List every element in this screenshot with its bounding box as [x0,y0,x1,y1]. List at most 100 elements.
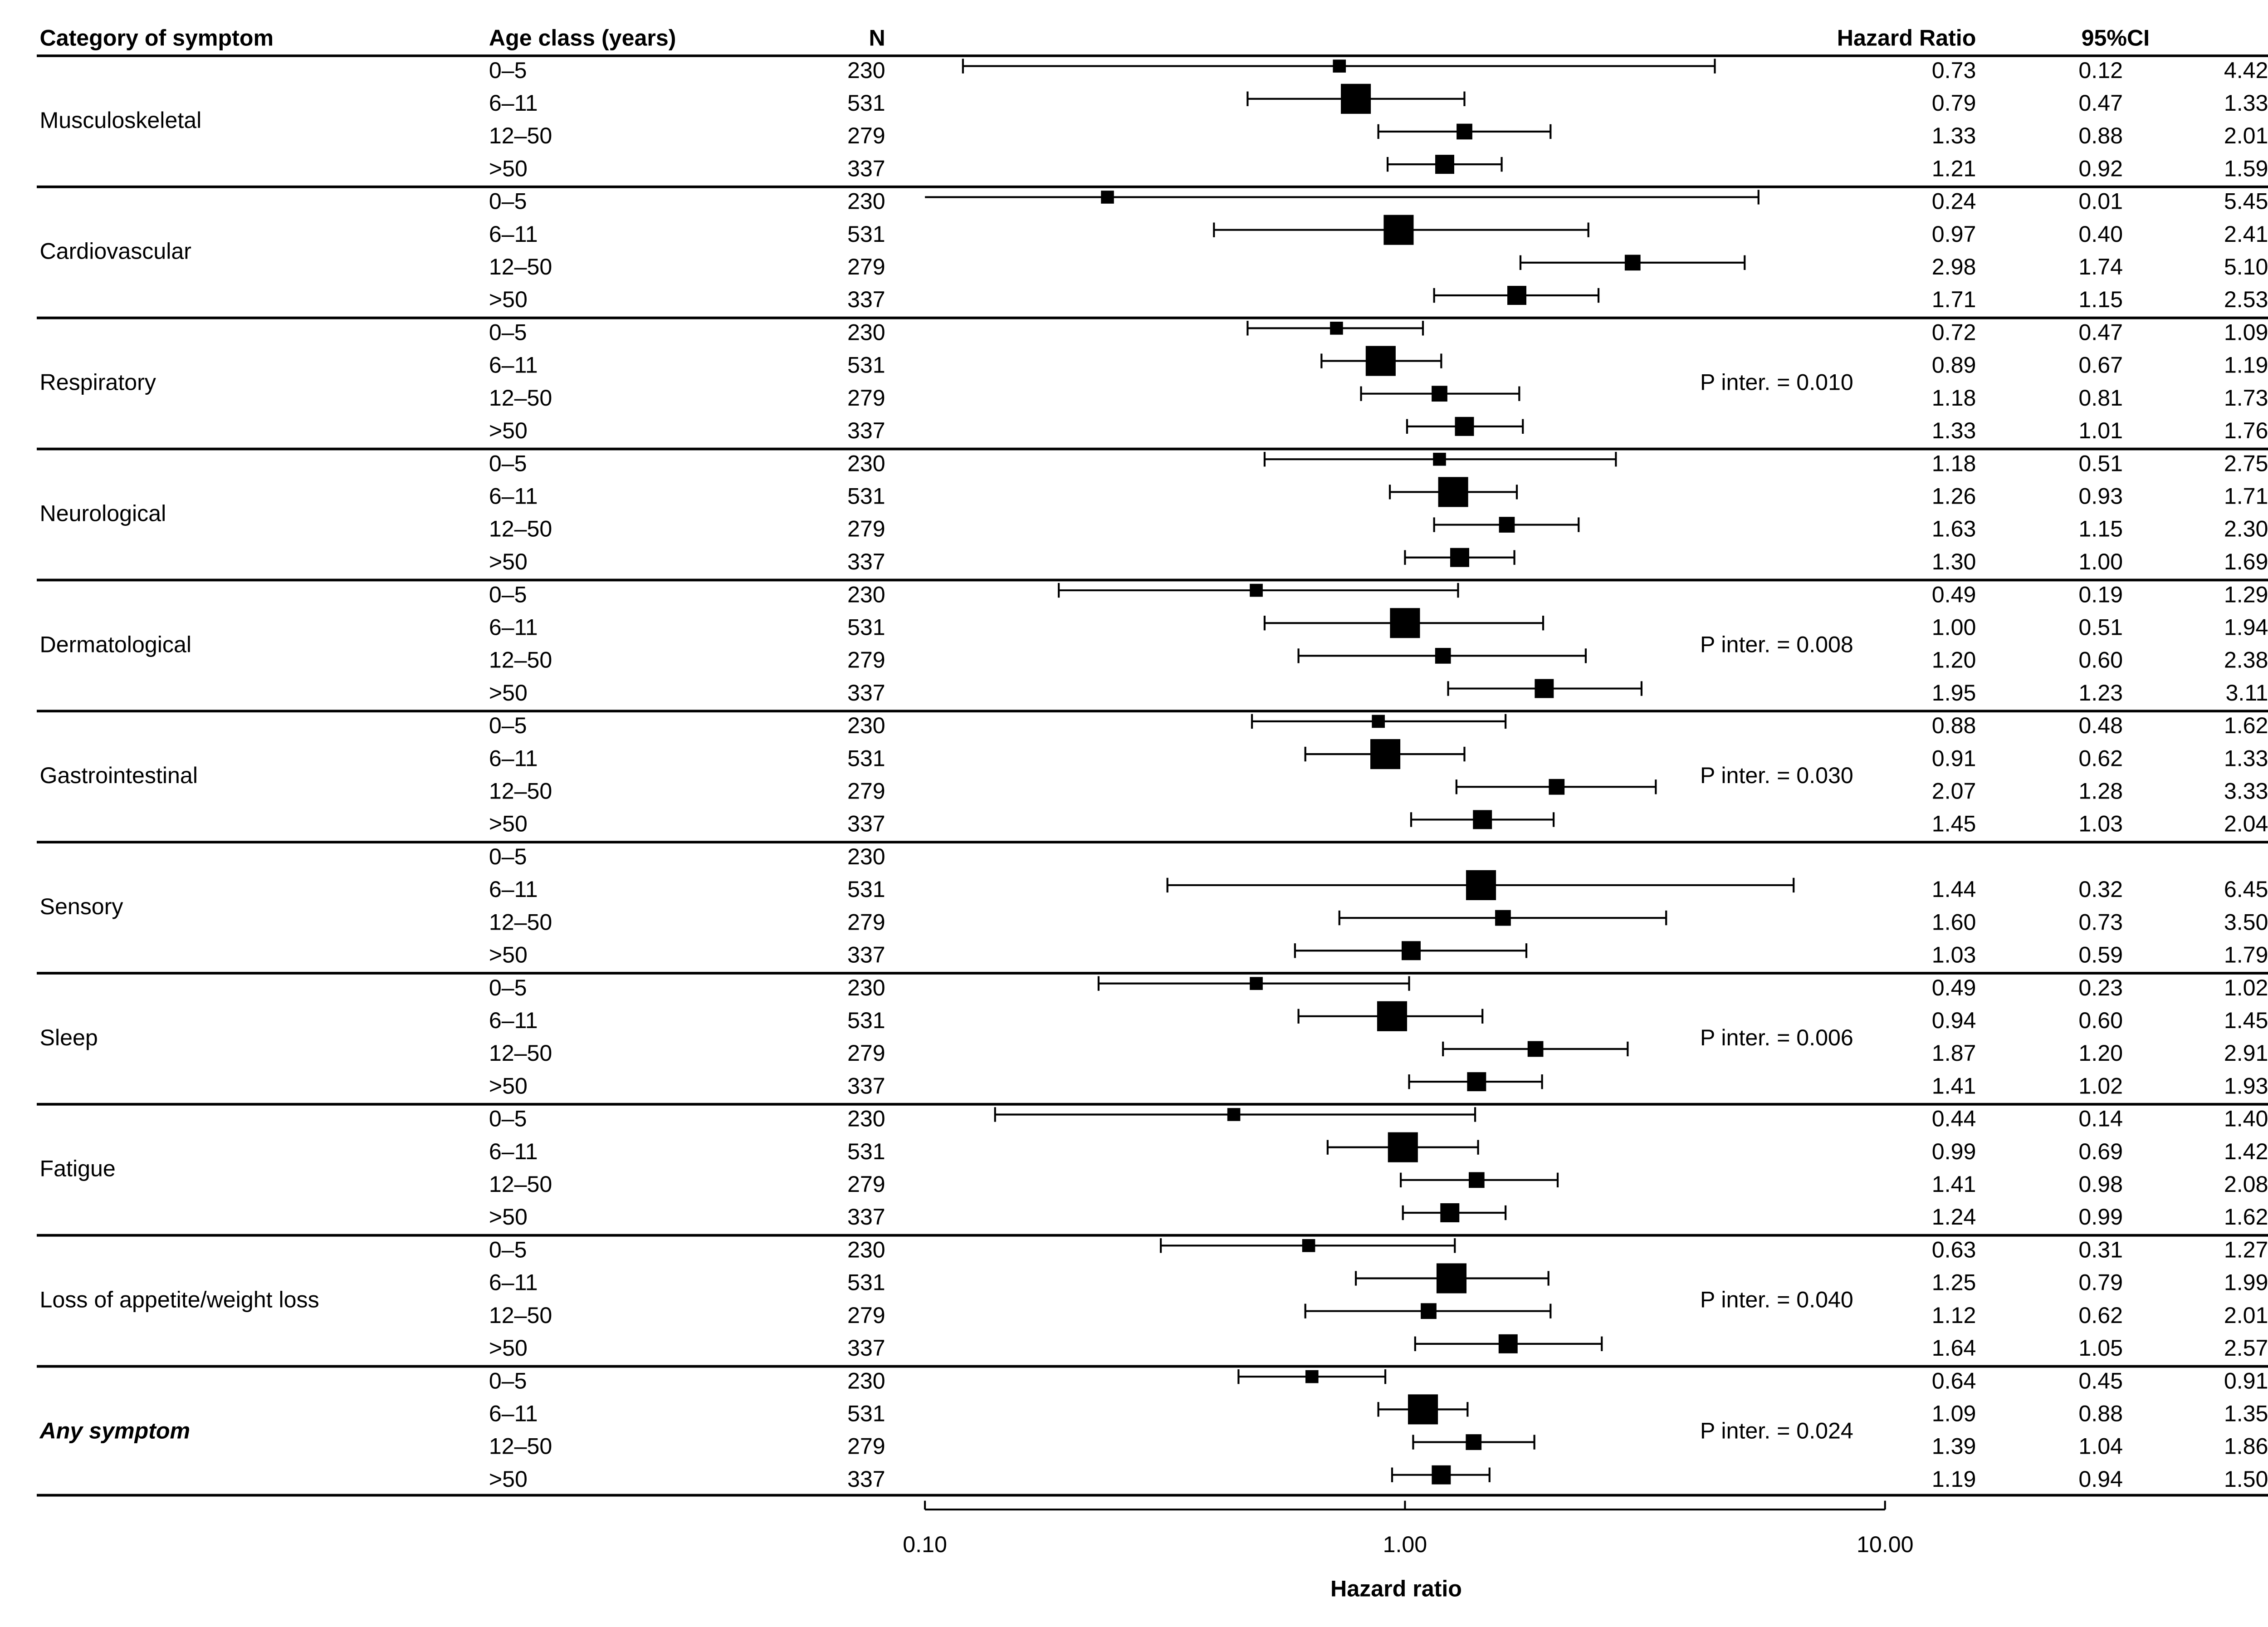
hazard-ratio-marker [1436,1263,1467,1294]
n-value: 230 [847,1106,885,1132]
ci-low-value: 0.79 [2078,1270,2123,1295]
n-value: 230 [847,1237,885,1263]
p-interaction: P inter. = 0.010 [1700,370,1853,395]
hr-value: 1.00 [1932,614,1976,640]
ci-high-value: 2.01 [2224,1303,2268,1328]
n-value: 337 [847,1466,885,1492]
n-value: 279 [847,778,885,804]
hr-value: 0.44 [1932,1106,1976,1132]
hazard-ratio-marker [1250,977,1263,990]
column-header: 95%CI [2082,25,2150,51]
age-class: 12–50 [489,909,552,935]
n-value: 337 [847,549,885,574]
ci-low-value: 0.94 [2078,1466,2123,1492]
age-class: 0–5 [489,713,527,738]
age-class: >50 [489,1073,528,1098]
ci-high-value: 2.01 [2224,123,2268,148]
hazard-ratio-marker [1440,1203,1460,1222]
x-tick-label: 0.10 [903,1532,947,1557]
ci-high-value: 5.10 [2224,254,2268,279]
p-interaction: P inter. = 0.030 [1700,763,1853,788]
hazard-ratio-marker [1549,779,1565,795]
hazard-ratio-marker [1473,810,1492,829]
column-header: Hazard Ratio [1837,25,1976,51]
ci-high-value: 1.62 [2224,1204,2268,1230]
x-tick-label: 1.00 [1383,1532,1427,1557]
n-value: 279 [847,1040,885,1066]
n-value: 230 [847,189,885,214]
ci-high-value: 1.29 [2224,582,2268,607]
ci-low-value: 1.04 [2078,1434,2123,1459]
hazard-ratio-marker [1435,648,1451,664]
category-label: Musculoskeletal [39,108,201,133]
ci-low-value: 0.60 [2078,647,2123,673]
hazard-ratio-marker [1302,1239,1315,1252]
ci-low-value: 1.05 [2078,1335,2123,1361]
hr-value: 0.49 [1932,975,1976,1000]
hr-value: 1.21 [1932,156,1976,181]
ci-low-value: 0.47 [2078,90,2123,116]
ci-high-value: 2.53 [2224,287,2268,312]
n-value: 230 [847,844,885,869]
x-axis-label: Hazard ratio [1330,1576,1462,1601]
ci-low-value: 0.19 [2078,582,2123,607]
age-class: 0–5 [489,1237,527,1263]
n-value: 279 [847,1434,885,1459]
n-value: 279 [847,1303,885,1328]
ci-high-value: 2.38 [2224,647,2268,673]
n-value: 337 [847,680,885,706]
hr-value: 1.60 [1932,909,1976,935]
hazard-ratio-marker [1499,517,1515,533]
hr-value: 2.98 [1932,254,1976,279]
hazard-ratio-marker [1468,1172,1485,1188]
age-class: 6–11 [489,221,538,247]
hazard-ratio-marker [1466,1434,1482,1450]
age-class: 6–11 [489,614,538,640]
category-label: Respiratory [39,370,156,395]
ci-high-value: 1.02 [2224,975,2268,1000]
ci-high-value: 1.42 [2224,1139,2268,1164]
category-label: Sensory [39,894,123,919]
age-class: 6–11 [489,1270,538,1295]
age-class: >50 [489,418,528,443]
ci-low-value: 0.69 [2078,1139,2123,1164]
n-value: 230 [847,713,885,738]
hazard-ratio-marker [1467,1072,1486,1092]
ci-low-value: 1.01 [2078,418,2123,443]
hazard-ratio-marker [1402,941,1421,961]
ci-low-value: 1.02 [2078,1073,2123,1098]
hr-value: 0.97 [1932,221,1976,247]
ci-high-value: 3.50 [2224,909,2268,935]
ci-high-value: 6.45 [2224,877,2268,902]
hazard-ratio-marker [1330,322,1343,335]
n-value: 230 [847,582,885,607]
x-tick-label: 10.00 [1857,1532,1914,1557]
ci-low-value: 0.01 [2078,189,2123,214]
ci-high-value: 1.27 [2224,1237,2268,1263]
column-header: Age class (years) [489,25,676,51]
hazard-ratio-marker [1433,452,1446,466]
ci-low-value: 0.62 [2078,1303,2123,1328]
ci-low-value: 1.23 [2078,680,2123,706]
age-class: 0–5 [489,844,527,869]
hr-value: 1.39 [1932,1434,1976,1459]
n-value: 230 [847,1368,885,1393]
hazard-ratio-marker [1250,583,1263,597]
n-value: 531 [847,353,885,378]
category-label: Fatigue [39,1156,115,1181]
category-label: Sleep [39,1025,98,1050]
hazard-ratio-marker [1498,1334,1518,1353]
age-class: 0–5 [489,582,527,607]
ci-low-value: 0.73 [2078,909,2123,935]
hr-value: 0.72 [1932,320,1976,345]
hr-value: 1.64 [1932,1335,1976,1361]
ci-high-value: 1.40 [2224,1106,2268,1132]
ci-low-value: 1.74 [2078,254,2123,279]
n-value: 337 [847,1335,885,1361]
hr-value: 1.44 [1932,877,1976,902]
hazard-ratio-marker [1377,1001,1408,1031]
hr-value: 1.19 [1932,1466,1976,1492]
ci-low-value: 0.88 [2078,123,2123,148]
ci-high-value: 1.33 [2224,90,2268,116]
